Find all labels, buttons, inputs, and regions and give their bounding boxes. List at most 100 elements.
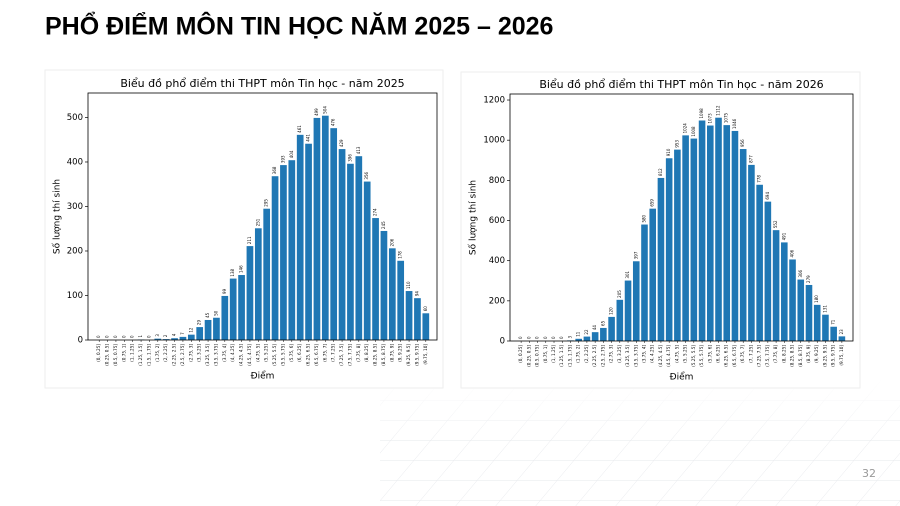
- x-tick-label: (8.75, 9]: [806, 345, 811, 363]
- x-tick-label: (5.25, 5.5]: [691, 345, 696, 367]
- value-label: 138: [230, 268, 235, 276]
- bar: [838, 336, 846, 341]
- bar: [600, 327, 607, 341]
- value-label: 99: [222, 288, 227, 294]
- value-label: 441: [306, 134, 311, 142]
- bar: [830, 326, 837, 341]
- x-tick-label: (4.25, 4.5]: [658, 345, 663, 367]
- y-tick-label: 500: [67, 113, 83, 123]
- value-label: 1046: [732, 118, 737, 129]
- value-label: 295: [264, 199, 269, 207]
- x-tick-label: (2.25, 2.5]: [172, 344, 177, 366]
- value-label: 406: [790, 249, 795, 257]
- x-tick-label: (4, 4.25]: [230, 344, 235, 362]
- value-label: 953: [674, 140, 679, 148]
- bar: [608, 316, 615, 341]
- bar: [154, 338, 162, 340]
- x-tick-label: (2.25, 2.5]: [592, 345, 597, 367]
- value-label: 131: [822, 305, 827, 313]
- x-tick-label: (8.5, 8.75]: [381, 344, 386, 366]
- bar: [575, 338, 582, 341]
- value-label: 23: [839, 329, 844, 335]
- x-tick-label: (6.25, 6.5]: [724, 345, 729, 367]
- value-label: 552: [773, 220, 778, 228]
- bar: [624, 280, 632, 341]
- x-tick-label: (9, 9.25]: [398, 344, 403, 362]
- x-tick-label: (0.5, 0.75]: [535, 345, 540, 367]
- bar: [616, 299, 624, 341]
- x-tick-label: (9, 9.25]: [814, 345, 819, 363]
- value-label: 45: [205, 312, 210, 318]
- y-tick-label: 600: [489, 216, 505, 226]
- value-label: 499: [314, 108, 319, 116]
- chart-title: Biểu đồ phổ điểm thi THPT môn Tin học - …: [539, 78, 823, 91]
- value-label: 60: [423, 306, 428, 312]
- value-label: 356: [364, 171, 369, 179]
- value-label: 396: [347, 154, 352, 162]
- value-label: 251: [255, 218, 260, 226]
- value-label: 659: [650, 199, 655, 207]
- x-tick-label: (7.75, 8]: [773, 345, 778, 363]
- value-label: 910: [666, 148, 671, 156]
- slide-title: PHỔ ĐIỂM MÔN TIN HỌC NĂM 2025 – 2026: [45, 11, 553, 41]
- value-label: 7: [180, 332, 185, 335]
- x-tick-label: (5.25, 5.5]: [272, 344, 277, 366]
- bar: [246, 246, 254, 340]
- value-label: 0: [526, 336, 531, 339]
- value-label: 0: [551, 336, 556, 339]
- x-tick-label: (3, 3.25]: [197, 344, 202, 362]
- bar: [698, 120, 706, 341]
- x-tick-label: (9.75, 10]: [423, 344, 428, 365]
- y-tick-label: 1000: [483, 136, 505, 146]
- bar: [632, 261, 640, 341]
- x-tick-label: (3.25, 3.5]: [205, 344, 210, 366]
- value-label: 429: [339, 139, 344, 147]
- bar: [797, 279, 805, 341]
- x-tick-label: (3.25, 3.5]: [625, 345, 630, 367]
- y-tick-label: 0: [500, 337, 505, 347]
- bar: [213, 317, 220, 340]
- bar: [330, 128, 338, 340]
- bar: [238, 275, 245, 340]
- bar: [641, 224, 648, 341]
- x-tick-label: (2.5, 2.75]: [180, 344, 185, 366]
- bar: [347, 163, 354, 340]
- bar: [313, 117, 321, 341]
- bar: [204, 319, 212, 340]
- x-tick-label: (3, 3.25]: [617, 345, 622, 363]
- bar: [682, 135, 689, 341]
- x-tick-label: (1.25, 1.5]: [138, 344, 143, 366]
- value-label: 22: [584, 329, 589, 335]
- x-tick-label: (8.75, 9]: [389, 344, 394, 362]
- bar: [196, 327, 204, 340]
- bar: [229, 278, 237, 340]
- value-label: 0: [96, 335, 101, 338]
- bar: [649, 208, 657, 341]
- x-tick-label: (1.75, 2]: [576, 345, 581, 363]
- value-label: 404: [289, 150, 294, 158]
- bar: [731, 130, 739, 341]
- x-tick-label: (0.25, 0.5]: [526, 345, 531, 367]
- bar: [254, 228, 262, 340]
- value-label: 368: [272, 166, 277, 174]
- x-tick-label: (1.25, 1.5]: [559, 345, 564, 367]
- value-label: 12: [188, 327, 193, 333]
- x-tick-label: (8, 8.25]: [781, 345, 786, 363]
- value-label: 3: [155, 334, 160, 337]
- value-label: 279: [806, 275, 811, 283]
- value-label: 0: [535, 336, 540, 339]
- x-tick-label: (6.75, 7]: [740, 345, 745, 363]
- chart-title: Biểu đồ phổ điểm thi THPT môn Tin học - …: [120, 77, 404, 90]
- x-tick-label: (5.75, 6]: [289, 344, 294, 362]
- bar: [723, 125, 731, 342]
- x-tick-label: (7.25, 7.5]: [757, 345, 762, 367]
- x-tick-label: (9.5, 9.75]: [831, 345, 836, 367]
- y-tick-label: 200: [489, 296, 505, 306]
- value-label: 778: [757, 175, 762, 183]
- bar: [380, 230, 388, 340]
- bar: [355, 156, 363, 340]
- x-tick-label: (0, 0.25]: [518, 345, 523, 363]
- value-label: 0: [130, 335, 135, 338]
- value-label: 146: [239, 265, 244, 273]
- bar: [414, 298, 421, 340]
